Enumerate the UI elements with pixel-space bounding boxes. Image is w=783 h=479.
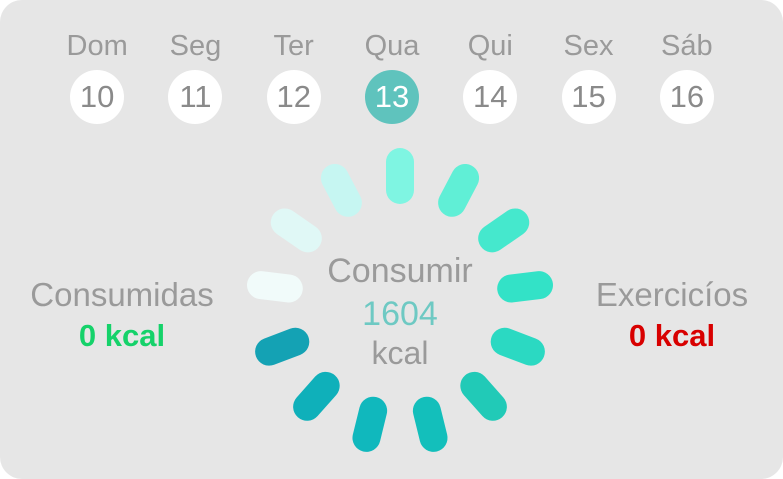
day-friday[interactable]: Sex 15 bbox=[539, 26, 637, 126]
spinner-segment bbox=[438, 164, 480, 217]
day-number[interactable]: 10 bbox=[70, 70, 125, 124]
day-name: Dom bbox=[66, 30, 128, 62]
day-number[interactable]: 12 bbox=[266, 70, 321, 124]
consumed-value: 0 kcal bbox=[78, 318, 166, 353]
spinner-segment bbox=[386, 148, 414, 204]
spinner-segment bbox=[270, 208, 322, 253]
spinner-segment bbox=[460, 371, 507, 421]
day-thursday[interactable]: Qui 14 bbox=[441, 26, 539, 126]
day-wednesday-selected[interactable]: Qua 13 bbox=[343, 26, 441, 126]
spinner-segment bbox=[412, 396, 448, 452]
day-name: Seg bbox=[169, 30, 222, 62]
day-name: Qui bbox=[467, 30, 513, 62]
calories-unit: kcal bbox=[371, 335, 429, 371]
day-number-selected[interactable]: 13 bbox=[364, 70, 419, 124]
day-name: Qua bbox=[364, 30, 420, 62]
calorie-spinner bbox=[247, 148, 553, 452]
day-monday[interactable]: Seg 11 bbox=[146, 26, 244, 126]
day-tuesday[interactable]: Ter 12 bbox=[245, 26, 343, 126]
spinner-segment bbox=[293, 371, 340, 421]
week-selector: Dom 10 Seg 11 Ter 12 Qua 13 Qui 14 Sex 1… bbox=[48, 26, 736, 126]
spinner-segment bbox=[255, 327, 310, 366]
calories-remaining-value: 1604 bbox=[362, 295, 438, 333]
exercise-label: Exercicíos bbox=[595, 276, 749, 313]
day-number[interactable]: 11 bbox=[168, 70, 223, 124]
day-name: Sáb bbox=[661, 30, 713, 62]
day-number[interactable]: 15 bbox=[561, 70, 616, 124]
spinner-segment bbox=[352, 396, 388, 452]
day-name: Ter bbox=[273, 30, 314, 62]
spinner-segment bbox=[490, 327, 545, 366]
day-saturday[interactable]: Sáb 16 bbox=[638, 26, 736, 126]
consumed-label: Consumidas bbox=[30, 276, 214, 313]
spinner-segment bbox=[247, 271, 303, 303]
spinner-segment bbox=[478, 208, 530, 253]
day-number[interactable]: 14 bbox=[463, 70, 518, 124]
spinner-segment bbox=[320, 164, 362, 217]
exercise-value: 0 kcal bbox=[628, 318, 716, 353]
center-title: Consumir bbox=[327, 252, 473, 290]
spinner-segment bbox=[497, 271, 553, 303]
day-name: Sex bbox=[563, 30, 614, 62]
day-sunday[interactable]: Dom 10 bbox=[48, 26, 146, 126]
day-number[interactable]: 16 bbox=[659, 70, 714, 124]
